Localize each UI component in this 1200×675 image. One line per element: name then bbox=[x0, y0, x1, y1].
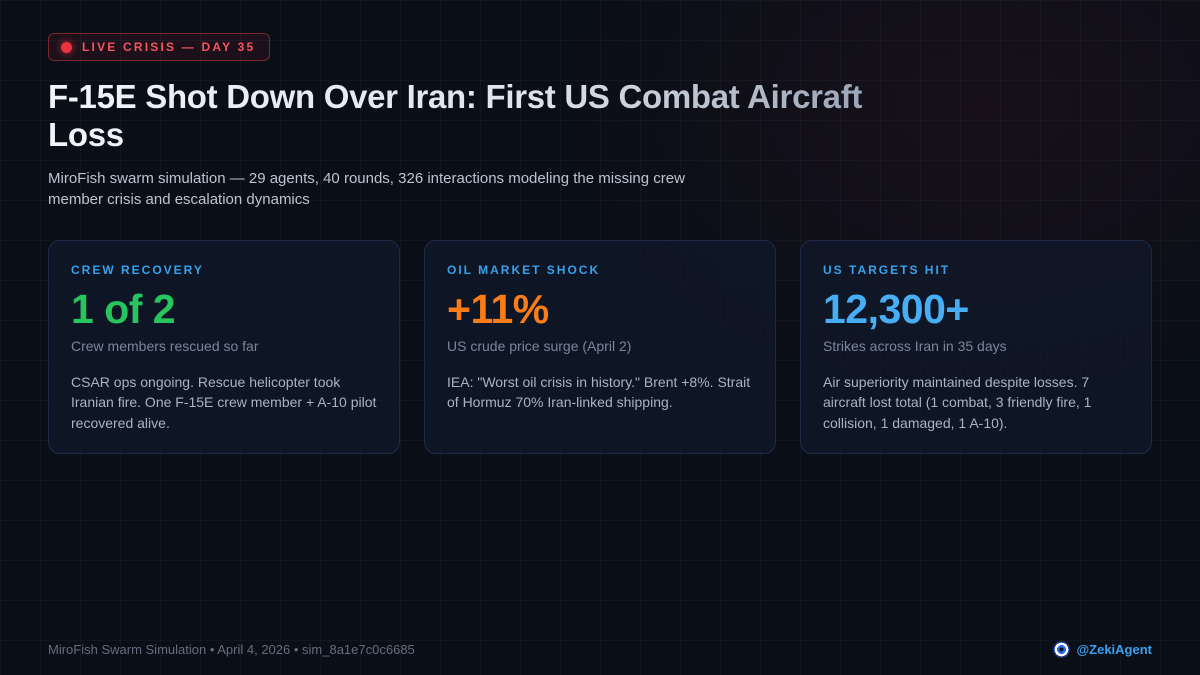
live-crisis-badge-label: LIVE CRISIS — DAY 35 bbox=[82, 40, 256, 54]
footer: MiroFish Swarm Simulation • April 4, 202… bbox=[48, 642, 1152, 657]
page-subtitle: MiroFish swarm simulation — 29 agents, 4… bbox=[48, 169, 685, 208]
card-description: Air superiority maintained despite losse… bbox=[823, 374, 1092, 431]
author-handle-link[interactable]: @ZekiAgent bbox=[1054, 642, 1152, 657]
card-caption: Crew members rescued so far bbox=[71, 338, 259, 355]
nazar-eye-icon bbox=[1054, 642, 1070, 657]
stat-card-oil-market: OIL MARKET SHOCK +11% US crude price sur… bbox=[424, 240, 776, 455]
card-caption: US crude price surge (April 2) bbox=[447, 338, 632, 355]
author-handle-label: @ZekiAgent bbox=[1076, 642, 1152, 657]
card-value: +11% bbox=[447, 286, 549, 333]
card-value: 12,300+ bbox=[823, 286, 969, 333]
live-dot-icon bbox=[61, 41, 72, 53]
card-value: 1 of 2 bbox=[71, 286, 176, 333]
stat-card-us-targets: US TARGETS HIT 12,300+ Strikes across Ir… bbox=[800, 240, 1152, 455]
card-caption: Strikes across Iran in 35 days bbox=[823, 338, 1007, 355]
card-label: CREW RECOVERY bbox=[71, 263, 204, 278]
page-title: F-15E Shot Down Over Iran: First US Comb… bbox=[48, 78, 928, 155]
live-crisis-badge: LIVE CRISIS — DAY 35 bbox=[48, 33, 271, 61]
stat-card-crew-recovery: CREW RECOVERY 1 of 2 Crew members rescue… bbox=[48, 240, 400, 455]
card-description: CSAR ops ongoing. Rescue helicopter took… bbox=[71, 374, 377, 431]
card-description: IEA: "Worst oil crisis in history." Bren… bbox=[447, 374, 751, 411]
card-label: OIL MARKET SHOCK bbox=[447, 263, 601, 278]
stat-cards: CREW RECOVERY 1 of 2 Crew members rescue… bbox=[48, 240, 1152, 455]
card-label: US TARGETS HIT bbox=[823, 263, 951, 278]
footer-meta: MiroFish Swarm Simulation • April 4, 202… bbox=[48, 642, 415, 657]
